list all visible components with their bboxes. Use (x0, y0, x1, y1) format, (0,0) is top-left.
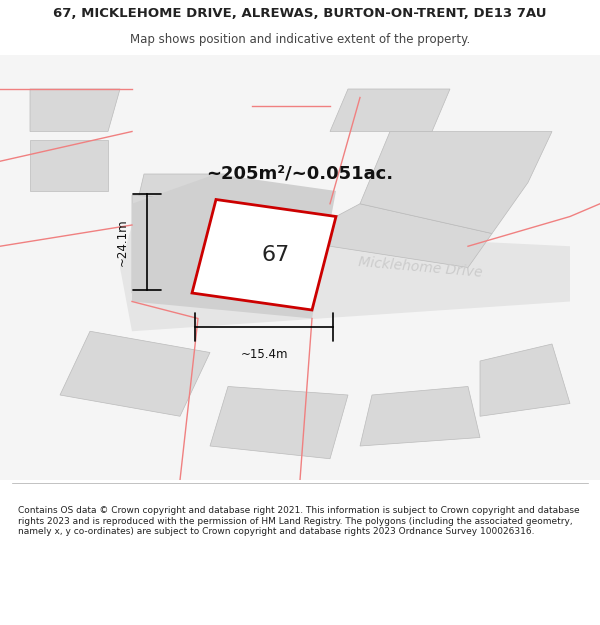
Polygon shape (330, 89, 450, 131)
Text: ~24.1m: ~24.1m (116, 218, 129, 266)
Polygon shape (210, 386, 348, 459)
Polygon shape (120, 225, 570, 331)
Text: ~15.4m: ~15.4m (240, 348, 288, 361)
Polygon shape (30, 140, 108, 191)
Text: Micklehome Drive: Micklehome Drive (358, 255, 482, 280)
Polygon shape (480, 344, 570, 416)
Polygon shape (132, 174, 336, 319)
Polygon shape (330, 204, 492, 268)
Polygon shape (192, 199, 336, 310)
Polygon shape (30, 89, 120, 131)
Polygon shape (132, 174, 252, 246)
Polygon shape (132, 195, 204, 298)
Polygon shape (360, 131, 552, 234)
Polygon shape (60, 331, 210, 416)
Text: Map shows position and indicative extent of the property.: Map shows position and indicative extent… (130, 33, 470, 46)
Text: Contains OS data © Crown copyright and database right 2021. This information is : Contains OS data © Crown copyright and d… (18, 506, 580, 536)
Text: ~205m²/~0.051ac.: ~205m²/~0.051ac. (206, 165, 394, 183)
Text: 67: 67 (262, 245, 290, 265)
Polygon shape (360, 386, 480, 446)
Text: 67, MICKLEHOME DRIVE, ALREWAS, BURTON-ON-TRENT, DE13 7AU: 67, MICKLEHOME DRIVE, ALREWAS, BURTON-ON… (53, 8, 547, 20)
Polygon shape (0, 55, 600, 480)
